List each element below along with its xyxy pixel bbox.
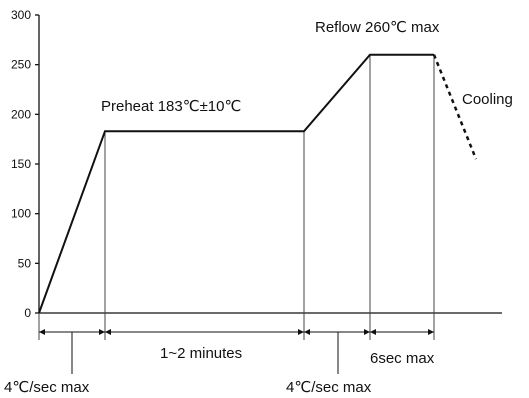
temperature-profile-line [38, 53, 434, 314]
cooling-dashed-line [432, 54, 478, 160]
interval-dimensions [39, 329, 434, 374]
interval-label-ramp1: 4℃/sec max [4, 379, 90, 396]
interval-label-ramp2: 4℃/sec max [286, 379, 372, 396]
cooling-annotation: Cooling [462, 91, 513, 108]
y-tick-label-0: 0 [24, 306, 31, 320]
interval-arrow-left-2 [304, 329, 310, 335]
interval-label-preheat: 1~2 minutes [160, 345, 242, 362]
axes [38, 15, 502, 314]
y-tick-label-250: 250 [11, 58, 31, 72]
y-tick-label-50: 50 [18, 256, 32, 270]
interval-arrow-left-0 [39, 329, 45, 335]
preheat-annotation: Preheat 183℃±10℃ [101, 98, 241, 115]
reflow-annotation: Reflow 260℃ max [315, 19, 440, 36]
interval-arrow-right-3 [428, 329, 434, 335]
y-ticks: 0 50 100 150 200 250 300 [11, 8, 39, 320]
plot-area [38, 53, 478, 314]
interval-arrow-right-1 [298, 329, 304, 335]
y-tick-label-100: 100 [11, 207, 31, 221]
interval-arrow-left-3 [370, 329, 376, 335]
y-tick-label-200: 200 [11, 107, 31, 121]
phase-guides [38, 54, 435, 340]
annotations: Preheat 183℃±10℃ Reflow 260℃ max Cooling… [4, 19, 513, 396]
interval-arrow-right-2 [364, 329, 370, 335]
interval-arrow-right-0 [99, 329, 105, 335]
interval-arrow-left-1 [105, 329, 111, 335]
y-tick-label-300: 300 [11, 8, 31, 22]
interval-label-reflow: 6sec max [370, 350, 435, 367]
y-tick-label-150: 150 [11, 157, 31, 171]
